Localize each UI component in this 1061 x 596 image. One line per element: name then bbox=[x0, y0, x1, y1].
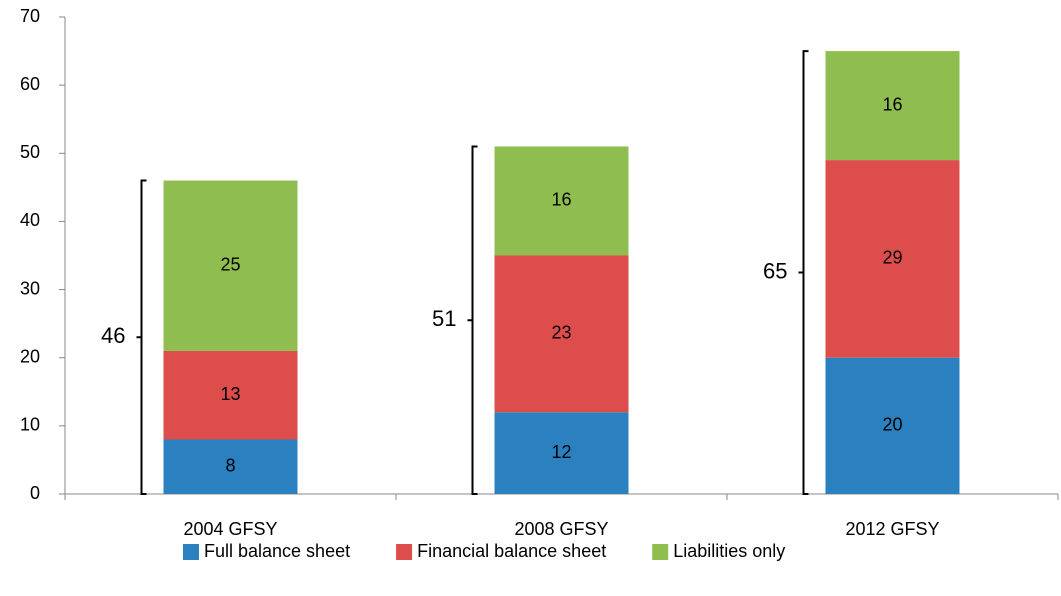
total-bracket bbox=[467, 145, 478, 495]
legend-swatch bbox=[652, 544, 669, 560]
bar-segment bbox=[163, 180, 298, 351]
data-label: 25 bbox=[220, 254, 240, 274]
y-tick-label: 70 bbox=[20, 6, 40, 26]
total-bracket bbox=[136, 179, 147, 495]
legend-label: Financial balance sheet bbox=[417, 541, 606, 561]
y-tick-label: 50 bbox=[20, 142, 40, 162]
bar-segment bbox=[825, 357, 960, 494]
legend-swatch bbox=[396, 544, 413, 560]
y-tick-label: 20 bbox=[20, 346, 40, 366]
bar-segment bbox=[825, 160, 960, 358]
total-label: 65 bbox=[763, 258, 787, 283]
data-label: 29 bbox=[882, 248, 902, 268]
legend-swatch bbox=[183, 544, 199, 560]
total-label: 46 bbox=[101, 323, 125, 348]
bar-segment bbox=[494, 412, 629, 494]
bar-segment bbox=[163, 439, 298, 494]
data-label: 23 bbox=[551, 323, 571, 343]
data-label: 13 bbox=[220, 384, 240, 404]
y-tick-label: 60 bbox=[20, 74, 40, 94]
total-bracket bbox=[798, 50, 809, 495]
y-tick-label: 0 bbox=[30, 483, 40, 503]
x-tick-label: 2012 GFSY bbox=[845, 519, 939, 539]
bar-segment bbox=[163, 350, 298, 440]
data-label: 12 bbox=[551, 442, 571, 462]
legend-label: Liabilities only bbox=[673, 541, 785, 561]
bar-segment bbox=[494, 255, 629, 413]
bar-segment bbox=[825, 51, 960, 161]
data-label: 16 bbox=[882, 94, 902, 114]
data-label: 20 bbox=[882, 415, 902, 435]
legend-label: Full balance sheet bbox=[204, 541, 350, 561]
y-tick-label: 40 bbox=[20, 210, 40, 230]
y-tick-label: 30 bbox=[20, 278, 40, 298]
data-label: 16 bbox=[551, 190, 571, 210]
data-label: 8 bbox=[225, 455, 235, 475]
bar-segment bbox=[494, 146, 629, 256]
y-tick-label: 10 bbox=[20, 415, 40, 435]
total-label: 51 bbox=[432, 306, 456, 331]
x-tick-label: 2004 GFSY bbox=[183, 519, 277, 539]
x-tick-label: 2008 GFSY bbox=[514, 519, 608, 539]
